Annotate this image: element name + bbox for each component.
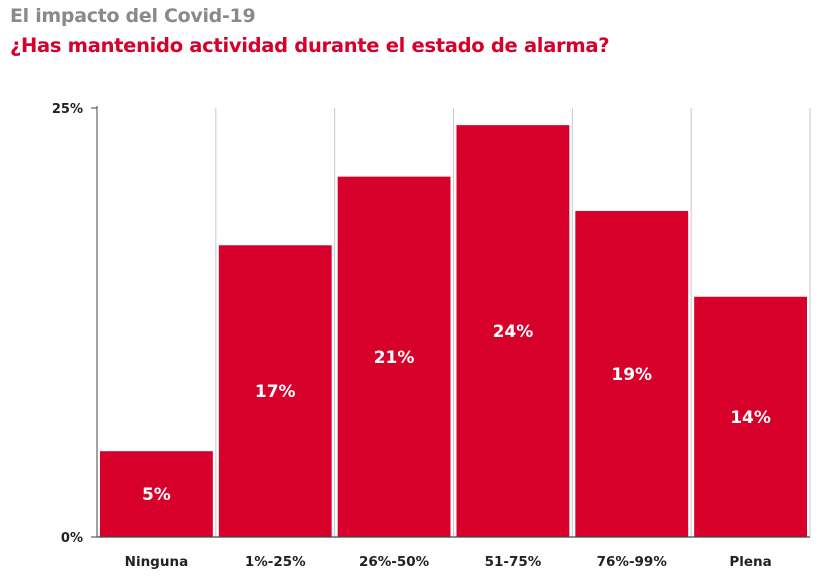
x-tick-label: 76%-99%: [597, 554, 668, 570]
bar-Ninguna: [100, 451, 213, 537]
data-label: 5%: [142, 485, 171, 505]
bar-76%-99%: [575, 210, 689, 537]
x-tick-labels: Ninguna 1%-25% 26%-50% 51-75% 76%-99% Plena: [125, 554, 772, 570]
data-label: 21%: [374, 348, 415, 368]
bar-26%-50%: [337, 176, 451, 537]
chart-subtitle: ¿Has mantenido actividad durante el esta…: [10, 34, 610, 57]
data-label: 24%: [493, 322, 534, 342]
bar-1%-25%: [218, 245, 332, 537]
x-tick-label: 51-75%: [485, 554, 542, 570]
y-tick-label: 25%: [52, 102, 83, 117]
x-tick-label: Ninguna: [125, 554, 189, 570]
data-labels: 5% 17% 21% 24% 19% 14%: [142, 322, 771, 505]
bars: [100, 125, 807, 537]
data-label: 17%: [255, 382, 296, 402]
chart-title: El impacto del Covid-19: [10, 5, 256, 27]
y-tick-labels: 0% 25%: [52, 102, 97, 546]
bar-51-75%: [456, 125, 570, 537]
data-label: 14%: [730, 408, 771, 428]
axes: [96, 106, 810, 538]
y-tick-label: 0%: [61, 531, 83, 546]
x-tick-label: 26%-50%: [359, 554, 430, 570]
bar-Plena: [694, 296, 807, 537]
x-tick-label: 1%-25%: [245, 554, 306, 570]
data-label: 19%: [611, 365, 652, 385]
grid-lines: [215, 108, 811, 537]
x-tick-label: Plena: [729, 554, 771, 570]
